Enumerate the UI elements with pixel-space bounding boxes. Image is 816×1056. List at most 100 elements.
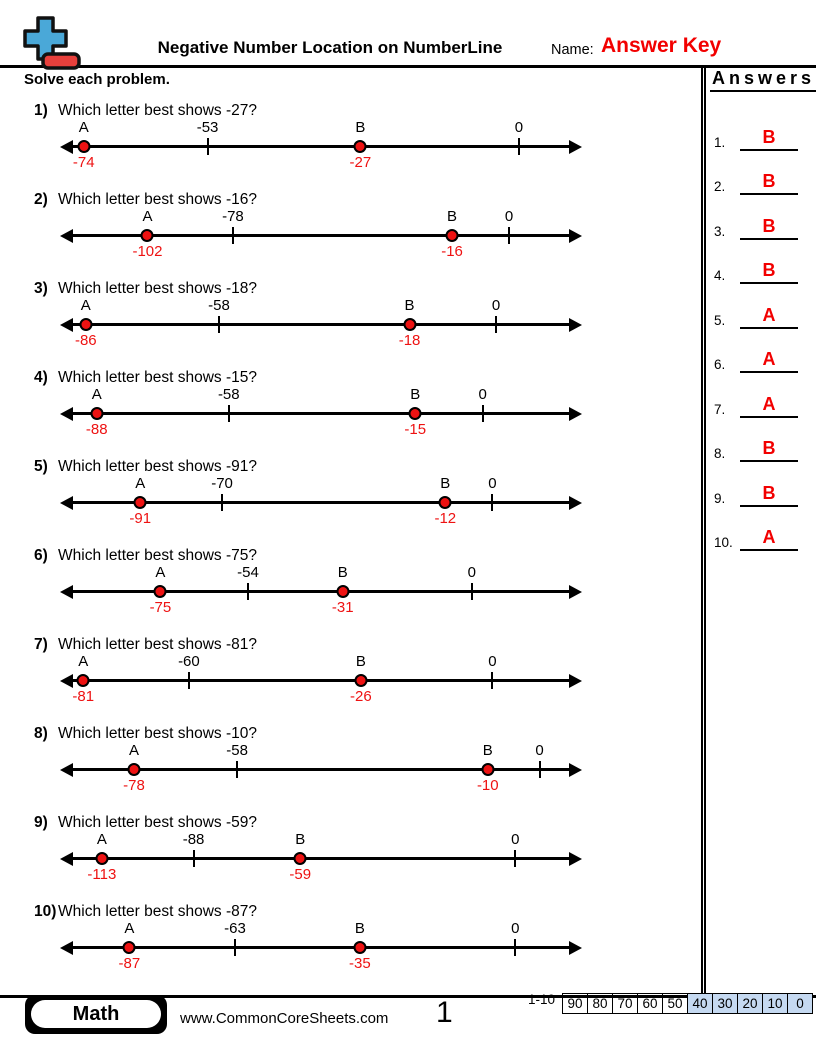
answer-blank-line: B — [740, 484, 798, 507]
answer-number: 6. — [714, 357, 726, 372]
point-b-dot — [438, 496, 452, 509]
number-line-axis — [66, 768, 576, 771]
tick-label: -70 — [211, 475, 233, 492]
tick-mark — [227, 405, 230, 422]
answer-row: 4. B — [706, 240, 816, 284]
answer-letter: B — [762, 171, 776, 191]
right-arrow-icon — [569, 406, 582, 421]
score-cell: 80 — [587, 993, 613, 1014]
tick-mark — [217, 316, 220, 333]
answer-row: 6. A — [706, 329, 816, 373]
score-area: 1-10 90 80 70 60 50 40 30 20 10 0 — [527, 992, 813, 1014]
point-a-label: A — [78, 119, 89, 136]
answer-letter: B — [762, 260, 776, 280]
left-arrow-icon — [60, 406, 73, 421]
zero-label: 0 — [535, 742, 544, 759]
number-line: -60 0 A -81 B -26 — [60, 653, 582, 720]
answer-blank-line: A — [740, 350, 798, 373]
answer-key-label: Answer Key — [601, 34, 722, 57]
zero-tick-mark — [514, 850, 517, 867]
tick-mark — [192, 850, 195, 867]
problem: 9) Which letter best shows -59? -88 0 A -… — [0, 811, 700, 900]
problem-question-row: 2) Which letter best shows -16? — [0, 191, 700, 210]
point-b-value: -27 — [349, 154, 372, 171]
answer-letter: A — [762, 349, 776, 369]
number-line: -54 0 A -75 B -31 — [60, 564, 582, 631]
number-line: -88 0 A -113 B -59 — [60, 831, 582, 898]
point-a-dot — [122, 941, 136, 954]
problem-number: 5) — [34, 458, 48, 475]
zero-tick-mark — [470, 583, 473, 600]
problem-question: Which letter best shows -75? — [58, 547, 258, 564]
score-cell: 90 — [562, 993, 588, 1014]
point-a-dot — [95, 852, 109, 865]
tick-mark — [221, 494, 224, 511]
answer-letter: B — [762, 126, 776, 147]
problem-number: 4) — [34, 369, 48, 386]
answer-blank-line: B — [740, 128, 798, 151]
score-range-label: 1-10 — [527, 992, 555, 1007]
left-arrow-icon — [60, 584, 73, 599]
point-b-label: B — [355, 653, 366, 670]
tick-mark — [231, 227, 234, 244]
right-arrow-icon — [569, 495, 582, 510]
tick-mark — [234, 939, 236, 956]
problem-question: Which letter best shows -81? — [58, 636, 258, 653]
answer-row: 10. A — [706, 507, 816, 551]
tick-label: -54 — [237, 564, 259, 581]
problem-question: Which letter best shows -91? — [58, 458, 258, 475]
score-cell: 70 — [612, 993, 638, 1014]
point-a-label: A — [124, 920, 135, 937]
right-arrow-icon — [569, 940, 582, 955]
score-cell: 60 — [637, 993, 663, 1014]
score-cell: 30 — [712, 993, 738, 1014]
right-arrow-icon — [569, 673, 582, 688]
answer-number: 3. — [714, 223, 726, 239]
point-b-label: B — [410, 386, 421, 403]
page-title: Negative Number Location on NumberLine — [157, 38, 503, 57]
problem-question: Which letter best shows -27? — [58, 102, 258, 119]
problem-number: 8) — [34, 725, 48, 742]
problem-number: 10) — [34, 903, 57, 920]
point-a-value: -75 — [149, 599, 172, 616]
point-b-value: -16 — [441, 243, 463, 260]
zero-label: 0 — [504, 208, 514, 225]
tick-label: -88 — [182, 831, 205, 848]
problem: 3) Which letter best shows -18? -58 0 A -… — [0, 277, 700, 366]
point-b-value: -59 — [289, 866, 312, 883]
problem-question: Which letter best shows -87? — [58, 903, 258, 920]
zero-label: 0 — [511, 920, 520, 937]
point-b-value: -18 — [398, 332, 421, 349]
point-a-dot — [76, 674, 90, 687]
minus-icon — [41, 52, 81, 70]
problem-question: Which letter best shows -18? — [58, 280, 258, 297]
tick-label: -58 — [217, 386, 240, 403]
point-a-label: A — [91, 386, 102, 403]
number-line: -63 0 A -87 B -35 — [60, 920, 582, 987]
number-line-axis — [66, 412, 576, 415]
number-line-axis — [66, 857, 576, 860]
zero-label: 0 — [467, 564, 476, 581]
zero-label: 0 — [488, 475, 497, 492]
left-arrow-icon — [60, 139, 73, 154]
point-a-dot — [140, 229, 154, 242]
point-a-label: A — [142, 208, 153, 225]
zero-tick-mark — [538, 761, 541, 778]
point-a-dot — [77, 140, 91, 153]
problem-number: 9) — [34, 814, 48, 831]
right-arrow-icon — [569, 139, 582, 154]
number-line-axis — [66, 234, 576, 237]
point-a-value: -86 — [74, 332, 97, 349]
header-divider — [0, 65, 816, 68]
point-b-value: -15 — [404, 421, 427, 438]
answer-blank-line: B — [740, 439, 798, 462]
tick-mark — [246, 583, 249, 600]
point-a-dot — [79, 318, 93, 331]
zero-tick-mark — [491, 672, 494, 689]
answer-letter: B — [762, 215, 776, 236]
point-a-label: A — [80, 297, 91, 314]
answer-blank-line: A — [740, 395, 798, 418]
zero-label: 0 — [511, 831, 520, 848]
problem-question-row: 8) Which letter best shows -10? — [0, 725, 700, 744]
problem: 4) Which letter best shows -15? -58 0 A -… — [0, 366, 700, 455]
